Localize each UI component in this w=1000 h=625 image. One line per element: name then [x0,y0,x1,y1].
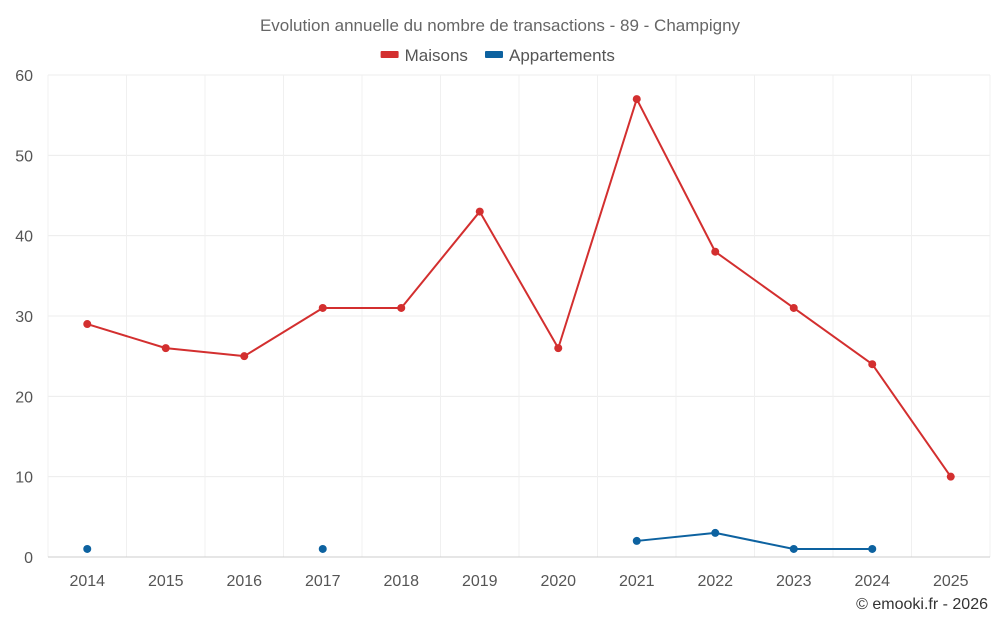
x-tick-label: 2022 [697,573,733,590]
series-maisons [83,95,955,481]
legend-swatch [485,51,503,58]
legend-label: Appartements [509,46,615,65]
data-point[interactable] [240,352,249,361]
x-tick-label: 2015 [148,573,184,590]
y-tick-label: 60 [15,68,33,85]
y-tick-label: 40 [15,229,33,246]
y-tick-label: 30 [15,309,33,326]
grid [47,74,991,558]
legend-swatch [380,51,399,58]
x-axis: 2014 2015 2016 2017 2018 2019 2020 2021 2022 2023… [48,556,990,590]
y-tick-label: 50 [15,148,33,165]
data-point[interactable] [711,247,720,256]
data-point[interactable] [397,303,406,312]
legend-item-maisons[interactable]: Maisons [380,46,468,65]
x-tick-label: 2025 [933,573,969,590]
data-point[interactable] [318,303,327,312]
data-point[interactable] [554,344,563,353]
data-point[interactable] [632,536,641,545]
x-tick-label: 2016 [226,573,262,590]
legend-item-appartements[interactable]: Appartements [485,46,615,65]
data-point[interactable] [868,544,877,553]
x-tick-label: 2014 [69,573,105,590]
y-tick-label: 20 [15,389,33,406]
x-tick-label: 2017 [305,573,341,590]
y-tick-label: 0 [24,550,33,567]
x-tick-label: 2021 [619,573,655,590]
x-tick-label: 2020 [540,573,576,590]
data-point[interactable] [946,472,955,481]
data-point[interactable] [789,544,798,553]
x-tick-label: 2024 [854,573,890,590]
legend: Maisons Appartements [380,46,615,65]
data-point[interactable] [789,303,798,312]
data-point[interactable] [868,360,877,369]
x-tick-label: 2018 [383,573,419,590]
y-axis: 0 10 20 30 40 50 60 [15,68,33,567]
chart-title: Evolution annuelle du nombre de transact… [260,16,741,35]
x-tick-label: 2019 [462,573,498,590]
x-tick-label: 2023 [776,573,812,590]
series-layer [83,95,955,553]
data-point[interactable] [475,207,484,216]
data-point[interactable] [711,528,720,537]
y-tick-label: 10 [15,470,33,487]
data-point[interactable] [632,95,641,104]
data-point[interactable] [83,544,92,553]
legend-label: Maisons [405,46,468,65]
series-appartements [83,528,877,553]
series-line [636,531,873,550]
data-point[interactable] [83,320,92,329]
credit-text: © emooki.fr - 2026 [856,596,988,613]
series-line [86,98,952,478]
data-point[interactable] [161,344,170,353]
data-point[interactable] [318,544,327,553]
